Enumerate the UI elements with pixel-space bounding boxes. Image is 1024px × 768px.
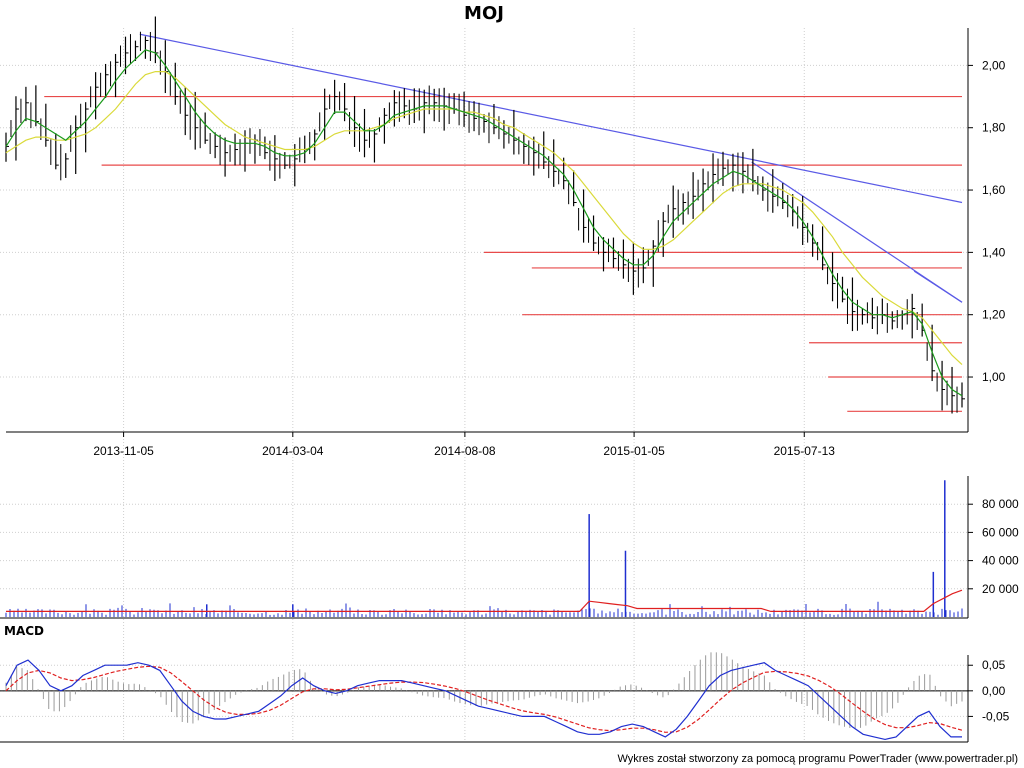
footer-credit: Wykres został stworzony za pomocą progra… — [617, 753, 1018, 765]
y-tick-label: 0,05 — [982, 658, 1006, 672]
price-grid — [0, 28, 968, 742]
macd-panel: MACD 0,05 0,00 -0,05 — [0, 624, 1010, 743]
moving-averages — [5, 49, 963, 397]
trendlines — [139, 33, 963, 303]
volume-y-ticks: 80 000 60 000 40 000 20 000 — [968, 497, 1019, 596]
macd-title: MACD — [4, 624, 44, 638]
y-tick-label: 1,20 — [982, 308, 1006, 322]
date-x-ticks: 2013-11-05 2014-03-04 2014-08-08 2015-01-05… — [93, 432, 835, 458]
macd-lines — [5, 659, 963, 741]
x-tick-label: 2015-07-13 — [774, 444, 836, 458]
price-y-ticks: 2,00 1,80 1,60 1,40 1,20 1,00 — [968, 58, 1006, 384]
x-tick-label: 2015-01-05 — [603, 444, 665, 458]
macd-histogram — [5, 652, 963, 729]
y-tick-label: 40 000 — [982, 554, 1019, 568]
y-tick-label: 0,00 — [982, 684, 1006, 698]
x-tick-label: 2013-11-05 — [93, 444, 154, 458]
volume-panel: 80 000 60 000 40 000 20 000 — [0, 476, 1019, 619]
y-tick-label: 1,80 — [982, 121, 1006, 135]
y-tick-label: 80 000 — [982, 497, 1019, 511]
trendline — [913, 270, 963, 303]
long-moving-average-line — [5, 70, 963, 366]
macd-y-ticks: 0,05 0,00 -0,05 — [968, 658, 1010, 723]
y-tick-label: -0,05 — [982, 709, 1010, 723]
x-tick-label: 2014-03-04 — [262, 444, 324, 458]
price-panel: 2,00 1,80 1,60 1,40 1,20 1,00 2013-11-05 2014-… — [0, 16, 1006, 742]
y-tick-label: 1,40 — [982, 245, 1006, 259]
macd-line — [5, 659, 962, 741]
volume-average-line — [6, 589, 963, 613]
y-tick-label: 1,60 — [982, 183, 1006, 197]
y-tick-label: 1,00 — [982, 370, 1006, 384]
y-tick-label: 20 000 — [982, 582, 1019, 596]
short-moving-average-line — [5, 49, 963, 397]
x-tick-label: 2014-08-08 — [434, 444, 496, 458]
chart-title: MOJ — [464, 3, 504, 24]
volume-average — [6, 589, 963, 613]
y-tick-label: 60 000 — [982, 525, 1019, 539]
y-tick-label: 2,00 — [982, 58, 1006, 72]
trendline — [139, 33, 963, 204]
signal-line — [5, 665, 963, 733]
